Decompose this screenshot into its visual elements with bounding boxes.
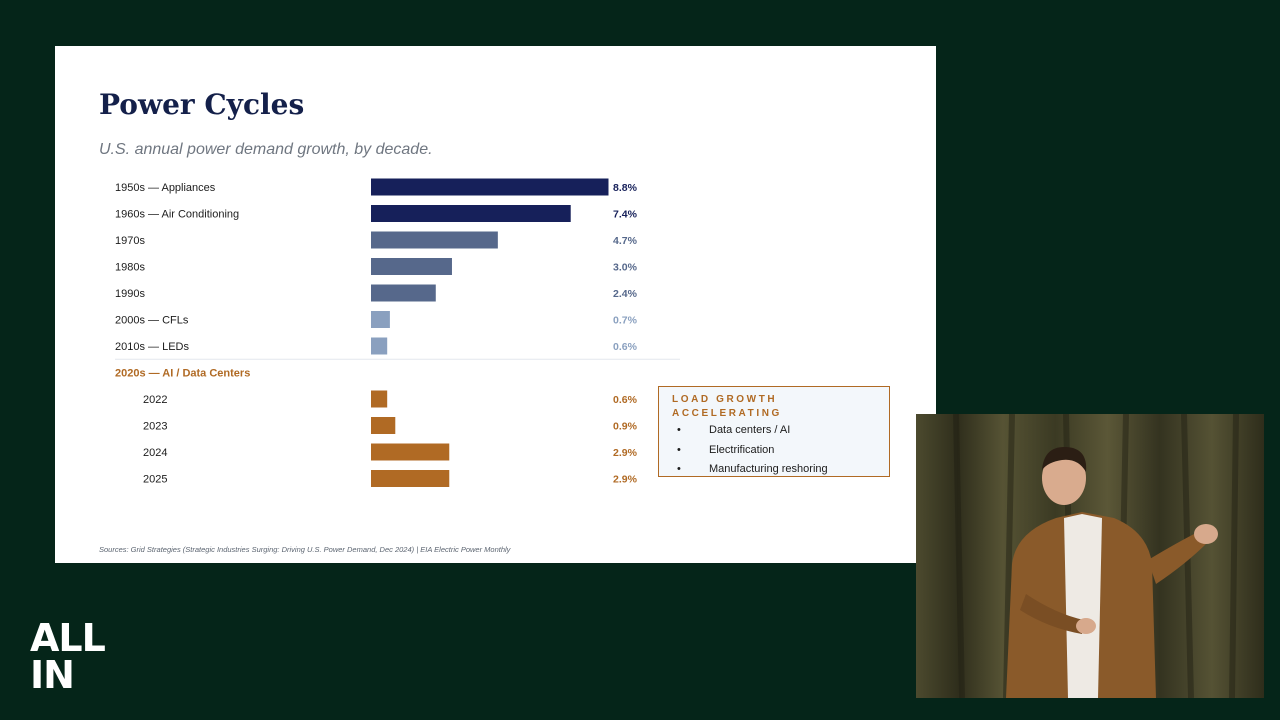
value-label: 7.4% xyxy=(613,209,638,221)
bar xyxy=(371,284,436,302)
row-label: 2023 xyxy=(143,421,167,433)
speaker-video xyxy=(916,414,1264,698)
callout-title: LOAD GROWTH ACCELERATING xyxy=(672,394,782,419)
callout-item: Electrification xyxy=(659,441,828,461)
row-label: 1950s — Appliances xyxy=(115,182,216,194)
group-header: 2020s — AI / Data Centers xyxy=(115,368,250,380)
slide-subtitle: U.S. annual power demand growth, by deca… xyxy=(99,141,433,158)
value-label: 3.0% xyxy=(613,262,638,274)
value-label: 2.9% xyxy=(613,474,638,486)
bar-chart: 1950s — Appliances 8.8% 1960s — Air Condit… xyxy=(115,178,680,487)
bar xyxy=(371,337,388,355)
value-label: 0.9% xyxy=(613,421,638,433)
all-in-logo: ALL IN xyxy=(30,616,106,697)
presentation-slide: Power Cycles U.S. annual power demand gr… xyxy=(55,46,936,563)
bar xyxy=(371,470,450,487)
bar xyxy=(371,311,390,328)
value-label: 4.7% xyxy=(613,235,638,247)
sources-footnote: Sources: Grid Strategies (Strategic Indu… xyxy=(99,545,511,554)
value-label: 2.4% xyxy=(613,288,638,300)
value-label: 2.9% xyxy=(613,447,638,459)
callout-list: Data centers / AI Electrification Manufa… xyxy=(659,421,828,480)
bar xyxy=(371,258,452,275)
bar xyxy=(371,417,396,434)
bar xyxy=(371,205,571,222)
row-label: 2000s — CFLs xyxy=(115,315,189,327)
row-label: 1970s xyxy=(115,235,145,247)
row-label: 2025 xyxy=(143,474,167,486)
bar xyxy=(371,231,498,249)
row-label: 1960s — Air Conditioning xyxy=(115,209,239,221)
bar xyxy=(371,443,450,461)
slide-title: Power Cycles xyxy=(99,88,305,121)
bar xyxy=(371,178,609,196)
bar xyxy=(371,390,388,408)
speaker-image xyxy=(916,414,1264,698)
callout-item: Data centers / AI xyxy=(659,421,828,441)
value-label: 0.7% xyxy=(613,315,638,327)
row-label: 1990s xyxy=(115,288,145,300)
row-label: 2024 xyxy=(143,447,167,459)
value-label: 0.6% xyxy=(613,394,638,406)
callout-item: Manufacturing reshoring xyxy=(659,460,828,480)
row-label: 1980s xyxy=(115,262,145,274)
row-label: 2022 xyxy=(143,394,167,406)
value-label: 8.8% xyxy=(613,182,638,194)
row-label: 2010s — LEDs xyxy=(115,341,189,353)
load-growth-callout: LOAD GROWTH ACCELERATING Data centers / … xyxy=(658,386,890,480)
value-label: 0.6% xyxy=(613,341,638,353)
